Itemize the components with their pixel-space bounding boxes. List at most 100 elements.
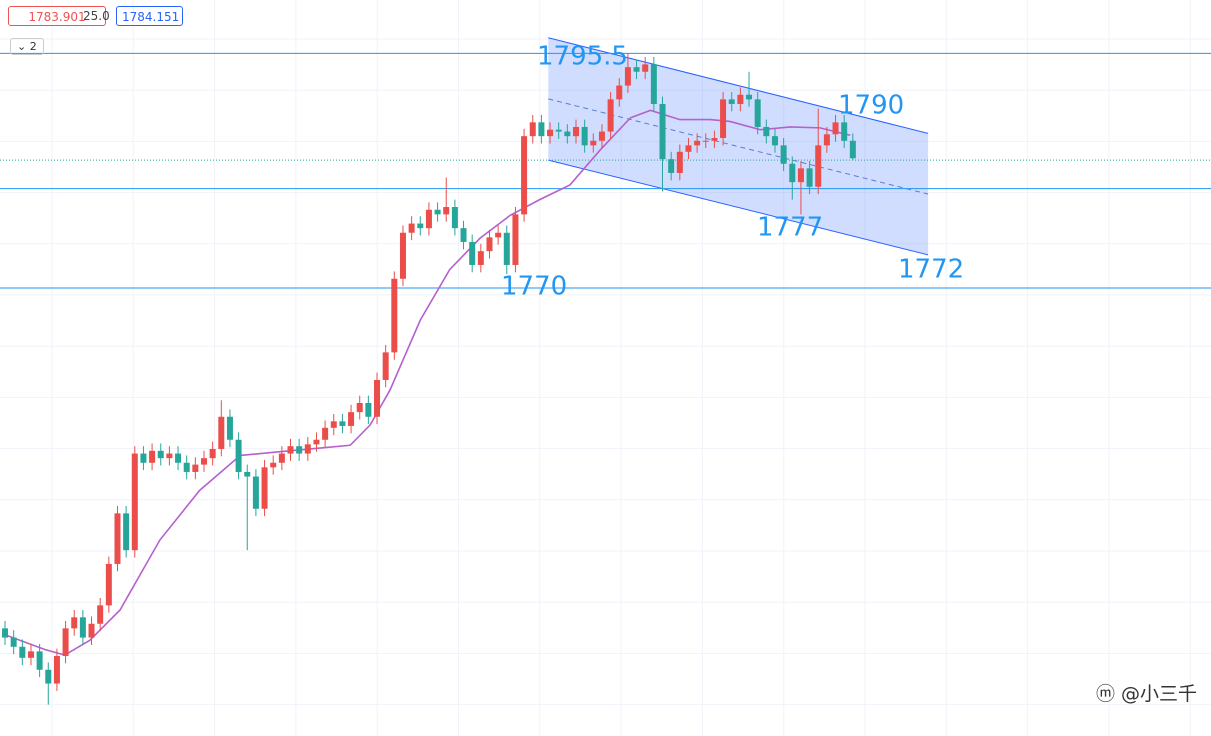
candle-body [330, 421, 337, 428]
candle-body [529, 122, 536, 137]
candle-body [235, 439, 242, 472]
candle-body [720, 99, 727, 138]
candle-body [737, 94, 744, 104]
ask-price[interactable]: 1784.151 [116, 6, 183, 26]
channel-lower [548, 159, 929, 256]
candle-body [425, 209, 432, 229]
candle-body [88, 623, 95, 638]
candle-body [849, 140, 856, 159]
layers-toggle[interactable]: ⌄ 2 [10, 38, 44, 55]
candle-body [391, 278, 398, 353]
candle-body [469, 241, 476, 265]
candle-body [668, 159, 675, 173]
annotation: 1795.5 [537, 42, 628, 72]
candle-body [841, 122, 848, 141]
candle-body [209, 448, 216, 459]
candle-body [408, 223, 415, 233]
candle-body [157, 450, 164, 459]
candle-body [175, 453, 182, 463]
candle-body [607, 99, 614, 132]
candle-body [512, 214, 519, 265]
watermark-icon: ⓜ [1095, 683, 1121, 705]
candle-body [322, 427, 329, 440]
candle-body [149, 450, 156, 463]
candle-body [598, 131, 605, 141]
annotation: 1790 [838, 91, 904, 121]
candle-body [382, 352, 389, 380]
candle-body [754, 99, 761, 127]
candle-body [486, 237, 493, 252]
candle-body [815, 145, 822, 187]
candle-body [633, 67, 640, 72]
candle-body [650, 64, 657, 104]
candle-body [771, 136, 778, 146]
candle-body [624, 67, 631, 86]
candle-body [434, 209, 441, 215]
candle-body [694, 140, 701, 146]
candle-body [642, 64, 649, 72]
candle-body [10, 637, 17, 647]
candle-body [252, 476, 259, 509]
candle-body [348, 412, 355, 426]
candle-body [166, 453, 173, 459]
candle-body [374, 379, 381, 417]
candle-body [123, 513, 130, 551]
candle-body [659, 103, 666, 160]
candle-body [417, 223, 424, 229]
candle-body [278, 453, 285, 463]
candle-body [71, 617, 78, 629]
candle-body [823, 134, 830, 146]
candle-body [555, 129, 562, 132]
candle-body [685, 145, 692, 152]
candle-body [806, 168, 813, 187]
candle-body [62, 628, 69, 656]
candle-body [287, 446, 294, 454]
candle-body [2, 628, 9, 638]
candle-body [114, 513, 121, 564]
candle-body [244, 471, 251, 477]
candle-body [183, 462, 190, 472]
candle-body [451, 207, 458, 229]
candle-body [538, 122, 545, 137]
candle-body [313, 439, 320, 445]
bid-price[interactable]: 1783.901 [8, 6, 106, 26]
chevron: ⌄ [17, 40, 30, 53]
candle-body [763, 126, 770, 137]
candle-body [53, 655, 60, 684]
candle-body [780, 145, 787, 164]
candle-body [261, 467, 268, 509]
candle-body [270, 462, 277, 468]
candle-body [572, 126, 579, 137]
candle-body [590, 140, 597, 146]
candle-body [105, 563, 112, 606]
candle-body [832, 122, 839, 135]
candle-body [616, 85, 623, 100]
candle-body [460, 228, 467, 242]
candle-body [365, 402, 372, 417]
candle-body [27, 651, 34, 658]
spread: 25.0 [83, 9, 110, 23]
candle-body [702, 140, 709, 142]
candle-body [36, 651, 43, 670]
candle-body [339, 421, 346, 426]
candle-body [503, 232, 510, 265]
candle-body [495, 232, 502, 238]
candle-body [789, 163, 796, 183]
candle-body [581, 126, 588, 146]
candle-body [45, 669, 52, 684]
candle-body [356, 402, 363, 413]
candle-body [711, 138, 718, 141]
watermark-text: @小三千 [1120, 683, 1197, 705]
candle-body [443, 207, 450, 215]
candle-body [79, 617, 86, 638]
candle-body [218, 416, 225, 449]
candle-body [477, 251, 484, 265]
candle-body [192, 464, 199, 472]
candle-body [226, 416, 233, 440]
candle-body [728, 99, 735, 104]
candle-body [200, 458, 207, 465]
watermark: ⓜ @小三千 [1096, 679, 1197, 706]
candle-body [19, 646, 26, 658]
annotation: 1777 [757, 213, 823, 243]
